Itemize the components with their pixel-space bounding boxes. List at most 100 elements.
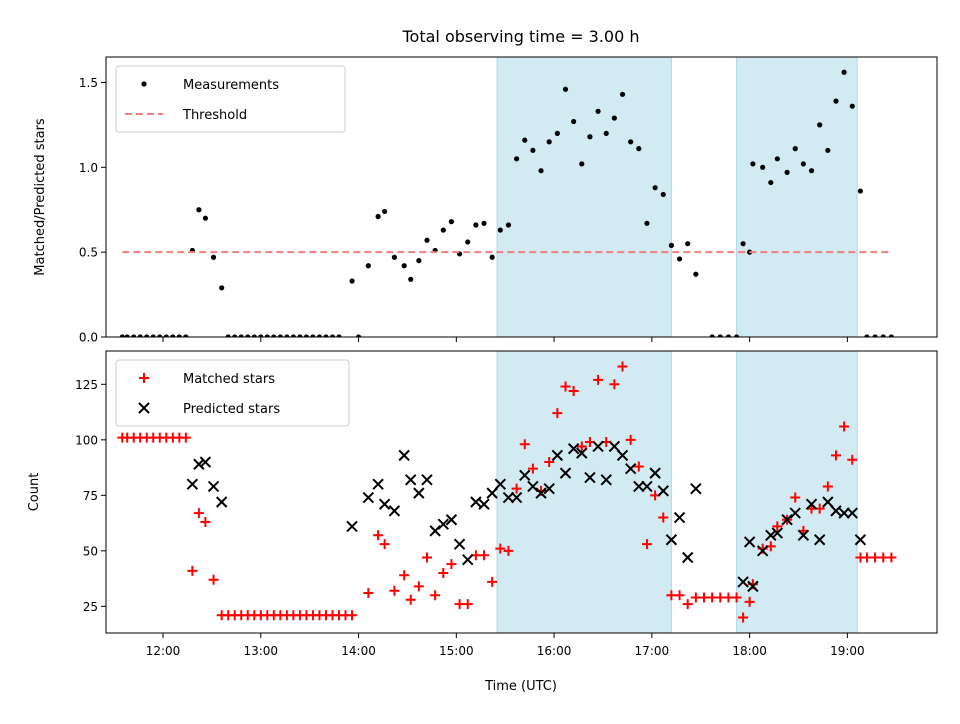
measurement-point	[760, 164, 766, 170]
measurement-point	[183, 334, 189, 337]
predicted-star-point	[576, 447, 588, 459]
matched-star-point	[576, 441, 587, 452]
x-tick-label: 14:00	[341, 644, 376, 658]
measurement-point	[676, 256, 683, 262]
axes-frame	[105, 56, 938, 338]
matched-star-point	[886, 552, 897, 563]
measurement-point	[668, 242, 675, 248]
predicted-star-point	[756, 545, 769, 557]
matched-star-point	[593, 374, 604, 385]
measurement-point	[355, 334, 362, 337]
matched-star-point	[462, 599, 473, 610]
legend-label: Measurements	[183, 78, 279, 93]
measurement-point	[124, 334, 130, 337]
plot-area	[119, 57, 894, 337]
measurement-point	[144, 334, 150, 337]
predicted-star-point	[404, 474, 417, 486]
measurement-point	[857, 188, 864, 194]
axes-frame	[105, 350, 938, 634]
predicted-star-point	[616, 449, 629, 462]
measurement-point	[225, 334, 231, 337]
matched-star-point	[772, 521, 783, 532]
predicted-star-point	[445, 514, 458, 526]
matched-star-point	[641, 539, 652, 550]
matched-star-point	[511, 483, 522, 494]
matched-star-point	[200, 516, 211, 527]
measurement-point	[505, 222, 512, 228]
measurement-point	[131, 334, 137, 337]
measurement-point	[196, 207, 202, 213]
predicted-star-point	[737, 576, 749, 588]
measurement-point	[833, 98, 839, 104]
y-tick-label: 125	[75, 378, 98, 392]
predicted-star-point	[398, 449, 410, 462]
matched-star-point	[389, 585, 400, 596]
measurement-point	[660, 191, 666, 198]
matched-star-point	[363, 588, 374, 599]
measurement-point	[709, 334, 715, 337]
predicted-star-point	[805, 498, 818, 510]
predicted-star-point	[567, 442, 580, 455]
measurement-point	[448, 219, 455, 225]
matched-star-point	[617, 361, 628, 372]
measurement-point	[619, 91, 626, 97]
matched-star-point	[527, 463, 538, 474]
matched-star-point	[479, 550, 490, 561]
measurement-point	[546, 139, 552, 145]
y-tick-label: 100	[75, 433, 98, 447]
predicted-star-point	[413, 487, 425, 499]
measurement-point	[497, 227, 503, 233]
legend-label: Predicted stars	[183, 402, 280, 417]
x-tick-label: 17:00	[635, 644, 670, 658]
y-tick-label: 50	[83, 544, 98, 558]
measurement-point	[424, 237, 430, 243]
measurement-point	[888, 334, 894, 337]
observing-window-2	[736, 57, 858, 337]
predicted-star-point	[543, 482, 555, 495]
measurement-point	[768, 179, 774, 186]
measurement-point	[157, 334, 163, 337]
measurement-point	[170, 334, 176, 337]
predicted-star-point	[186, 478, 199, 490]
predicted-star-point	[486, 487, 498, 499]
predicted-star-point	[470, 496, 482, 508]
measurement-point	[408, 276, 414, 282]
measurement-point	[303, 334, 310, 337]
predicted-star-point	[346, 520, 358, 533]
matched-star-point	[790, 492, 801, 503]
measurement-point	[163, 334, 169, 337]
predicted-star-point	[771, 527, 784, 539]
predicted-star-point	[673, 511, 686, 524]
measurement-point	[530, 147, 536, 153]
matched-star-point	[379, 539, 390, 550]
matched-star-point	[187, 565, 198, 576]
matched-star-point	[438, 568, 449, 579]
matched-star-point	[519, 439, 530, 450]
measurement-point	[587, 134, 593, 140]
measurement-point	[808, 168, 815, 174]
predicted-star-point	[494, 478, 507, 490]
measurement-point	[841, 69, 847, 75]
measurement-point	[365, 263, 371, 269]
matched-star-point	[847, 454, 858, 465]
matched-star-point	[373, 530, 384, 541]
matched-star-point	[822, 481, 833, 492]
measurement-point	[297, 334, 303, 337]
predicted-star-point	[624, 462, 637, 475]
matched-star-point	[609, 379, 620, 390]
predicted-star-point	[551, 449, 564, 462]
measurement-point	[554, 130, 560, 136]
measurement-point	[219, 285, 225, 291]
measurement-point	[329, 334, 336, 337]
plot-area	[117, 351, 897, 633]
predicted-star-point	[372, 478, 384, 490]
measurement-point	[611, 115, 617, 121]
predicted-star-point	[665, 534, 678, 546]
measurement-point	[202, 215, 208, 221]
measurement-point	[316, 334, 323, 337]
matched-star-point	[625, 434, 636, 445]
measurement-point	[251, 334, 257, 337]
legend	[115, 65, 346, 133]
measurement-point	[336, 334, 342, 337]
